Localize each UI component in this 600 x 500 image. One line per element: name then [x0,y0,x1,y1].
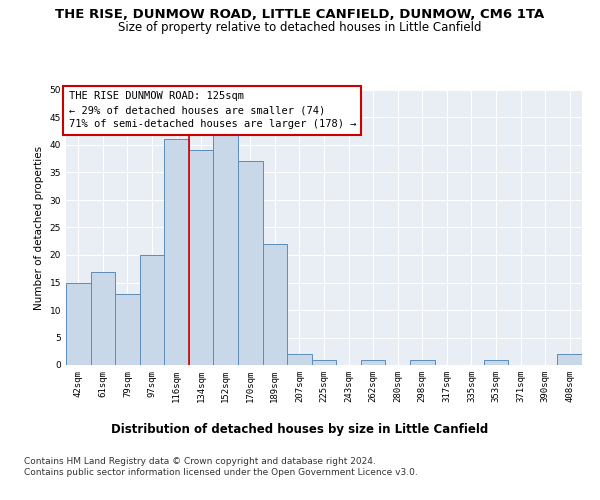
Bar [238,162,263,365]
Bar [91,272,115,365]
Text: Size of property relative to detached houses in Little Canfield: Size of property relative to detached ho… [118,21,482,34]
Text: Contains HM Land Registry data © Crown copyright and database right 2024.
Contai: Contains HM Land Registry data © Crown c… [24,458,418,477]
Bar [361,360,385,365]
Text: THE RISE DUNMOW ROAD: 125sqm
← 29% of detached houses are smaller (74)
71% of se: THE RISE DUNMOW ROAD: 125sqm ← 29% of de… [68,92,356,130]
Bar [115,294,140,365]
Bar [66,282,91,365]
Bar [140,255,164,365]
Bar [484,360,508,365]
Bar [164,140,189,365]
Y-axis label: Number of detached properties: Number of detached properties [34,146,44,310]
Bar [312,360,336,365]
Bar [410,360,434,365]
Bar [557,354,582,365]
Bar [263,244,287,365]
Text: THE RISE, DUNMOW ROAD, LITTLE CANFIELD, DUNMOW, CM6 1TA: THE RISE, DUNMOW ROAD, LITTLE CANFIELD, … [55,8,545,20]
Bar [214,134,238,365]
Bar [287,354,312,365]
Text: Distribution of detached houses by size in Little Canfield: Distribution of detached houses by size … [112,422,488,436]
Bar [189,150,214,365]
